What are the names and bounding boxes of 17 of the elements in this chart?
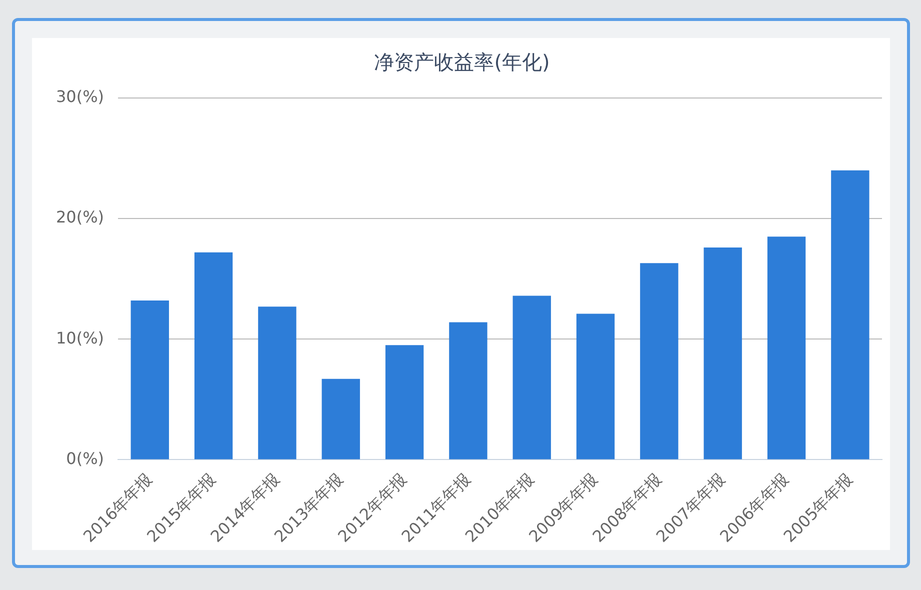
y-tick-label: 20(%) [56, 208, 104, 227]
bar [576, 314, 615, 460]
bar [130, 300, 169, 460]
bar [194, 252, 233, 460]
bar [385, 345, 424, 460]
bar [258, 306, 296, 460]
bar [831, 170, 870, 460]
y-tick-label: 0(%) [66, 448, 104, 468]
y-tick-label: 10(%) [56, 328, 104, 348]
y-tick-label: 30(%) [56, 87, 104, 106]
bar [449, 322, 488, 460]
bar [322, 378, 360, 460]
chart-title: 净资产收益率(年化) [374, 50, 550, 74]
bar [512, 296, 551, 460]
bar [704, 248, 742, 460]
bar [767, 236, 806, 460]
bar [640, 263, 678, 460]
